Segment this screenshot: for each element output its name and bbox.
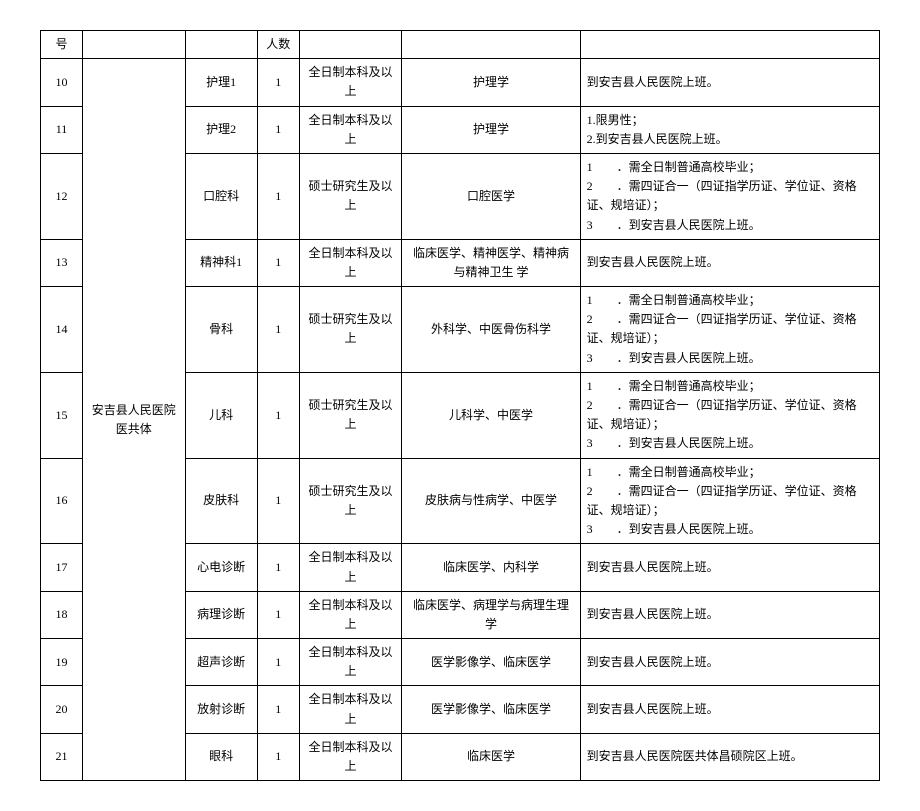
row-num: 15 (41, 372, 83, 458)
major-cell: 口腔医学 (402, 153, 580, 239)
post-cell: 护理1 (185, 59, 257, 106)
row-num: 16 (41, 458, 83, 544)
note-line: 3 ．到安吉县人民医院上班。 (587, 520, 873, 539)
count-cell: 1 (257, 59, 299, 106)
count-cell: 1 (257, 733, 299, 780)
edu-cell: 全日制本科及以上 (299, 544, 402, 591)
post-cell: 骨科 (185, 287, 257, 373)
note-line: 2.到安吉县人民医院上班。 (587, 130, 873, 149)
header-edu (299, 31, 402, 59)
count-cell: 1 (257, 372, 299, 458)
header-note (580, 31, 879, 59)
edu-cell: 全日制本科及以上 (299, 59, 402, 106)
post-cell: 眼科 (185, 733, 257, 780)
note-line: 1 ．需全日制普通高校毕业； (587, 377, 873, 396)
row-num: 19 (41, 639, 83, 686)
post-cell: 心电诊断 (185, 544, 257, 591)
major-cell: 医学影像学、临床医学 (402, 639, 580, 686)
note-line: 3 ．到安吉县人民医院上班。 (587, 434, 873, 453)
major-cell: 护理学 (402, 106, 580, 153)
edu-cell: 全日制本科及以上 (299, 686, 402, 733)
post-cell: 精神科1 (185, 239, 257, 286)
note-cell: 到安吉县人民医院上班。 (580, 591, 879, 638)
count-cell: 1 (257, 639, 299, 686)
note-line: 1 ．需全日制普通高校毕业； (587, 291, 873, 310)
edu-cell: 全日制本科及以上 (299, 106, 402, 153)
note-cell: 1 ．需全日制普通高校毕业；2 ．需四证合一（四证指学历证、学位证、资格证、规培… (580, 153, 879, 239)
count-cell: 1 (257, 287, 299, 373)
count-cell: 1 (257, 686, 299, 733)
post-cell: 超声诊断 (185, 639, 257, 686)
edu-cell: 全日制本科及以上 (299, 239, 402, 286)
org-cell: 安吉县人民医院 医共体 (82, 59, 185, 781)
major-cell: 护理学 (402, 59, 580, 106)
note-cell: 到安吉县人民医院上班。 (580, 639, 879, 686)
header-major (402, 31, 580, 59)
note-cell: 1 ．需全日制普通高校毕业；2 ．需四证合一（四证指学历证、学位证、资格证、规培… (580, 372, 879, 458)
row-num: 14 (41, 287, 83, 373)
note-cell: 1 ．需全日制普通高校毕业；2 ．需四证合一（四证指学历证、学位证、资格证、规培… (580, 458, 879, 544)
note-line: 3 ．到安吉县人民医院上班。 (587, 349, 873, 368)
row-num: 10 (41, 59, 83, 106)
row-num: 13 (41, 239, 83, 286)
edu-cell: 全日制本科及以上 (299, 591, 402, 638)
post-cell: 儿科 (185, 372, 257, 458)
major-cell: 儿科学、中医学 (402, 372, 580, 458)
note-line: 1.限男性； (587, 111, 873, 130)
note-cell: 1.限男性；2.到安吉县人民医院上班。 (580, 106, 879, 153)
note-cell: 到安吉县人民医院上班。 (580, 59, 879, 106)
header-num: 号 (41, 31, 83, 59)
note-line: 1 ．需全日制普通高校毕业； (587, 463, 873, 482)
major-cell: 临床医学、精神医学、精神病与精神卫生 学 (402, 239, 580, 286)
count-cell: 1 (257, 458, 299, 544)
note-cell: 到安吉县人民医院医共体昌硕院区上班。 (580, 733, 879, 780)
post-cell: 口腔科 (185, 153, 257, 239)
major-cell: 临床医学、内科学 (402, 544, 580, 591)
note-cell: 到安吉县人民医院上班。 (580, 686, 879, 733)
count-cell: 1 (257, 591, 299, 638)
note-cell: 1 ．需全日制普通高校毕业；2 ．需四证合一（四证指学历证、学位证、资格证、规培… (580, 287, 879, 373)
count-cell: 1 (257, 544, 299, 591)
edu-cell: 硕士研究生及以上 (299, 153, 402, 239)
major-cell: 外科学、中医骨伤科学 (402, 287, 580, 373)
row-num: 18 (41, 591, 83, 638)
post-cell: 病理诊断 (185, 591, 257, 638)
count-cell: 1 (257, 106, 299, 153)
note-cell: 到安吉县人民医院上班。 (580, 239, 879, 286)
note-line: 2 ．需四证合一（四证指学历证、学位证、资格证、规培证）； (587, 310, 873, 348)
header-count: 人数 (257, 31, 299, 59)
header-post (185, 31, 257, 59)
major-cell: 皮肤病与性病学、中医学 (402, 458, 580, 544)
header-org (82, 31, 185, 59)
row-num: 21 (41, 733, 83, 780)
note-line: 2 ．需四证合一（四证指学历证、学位证、资格证、规培证）； (587, 177, 873, 215)
count-cell: 1 (257, 153, 299, 239)
note-cell: 到安吉县人民医院上班。 (580, 544, 879, 591)
edu-cell: 硕士研究生及以上 (299, 458, 402, 544)
table-row: 10安吉县人民医院 医共体护理11全日制本科及以上护理学到安吉县人民医院上班。 (41, 59, 880, 106)
recruitment-table: 号人数10安吉县人民医院 医共体护理11全日制本科及以上护理学到安吉县人民医院上… (40, 30, 880, 781)
row-num: 17 (41, 544, 83, 591)
post-cell: 护理2 (185, 106, 257, 153)
edu-cell: 全日制本科及以上 (299, 733, 402, 780)
post-cell: 皮肤科 (185, 458, 257, 544)
row-num: 12 (41, 153, 83, 239)
major-cell: 临床医学 (402, 733, 580, 780)
post-cell: 放射诊断 (185, 686, 257, 733)
edu-cell: 全日制本科及以上 (299, 639, 402, 686)
major-cell: 医学影像学、临床医学 (402, 686, 580, 733)
note-line: 2 ．需四证合一（四证指学历证、学位证、资格证、规培证）； (587, 482, 873, 520)
row-num: 20 (41, 686, 83, 733)
note-line: 3 ．到安吉县人民医院上班。 (587, 216, 873, 235)
note-line: 1 ．需全日制普通高校毕业； (587, 158, 873, 177)
note-line: 2 ．需四证合一（四证指学历证、学位证、资格证、规培证）； (587, 396, 873, 434)
edu-cell: 硕士研究生及以上 (299, 287, 402, 373)
edu-cell: 硕士研究生及以上 (299, 372, 402, 458)
major-cell: 临床医学、病理学与病理生理学 (402, 591, 580, 638)
count-cell: 1 (257, 239, 299, 286)
row-num: 11 (41, 106, 83, 153)
